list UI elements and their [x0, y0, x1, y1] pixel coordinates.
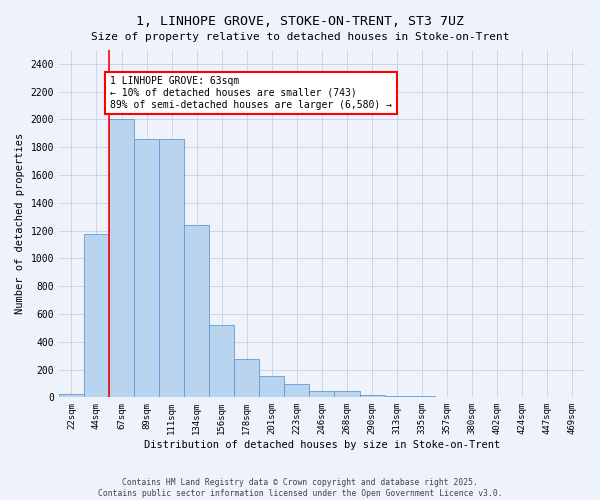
Bar	[84, 234, 109, 398]
Text: Contains HM Land Registry data © Crown copyright and database right 2025.
Contai: Contains HM Land Registry data © Crown c…	[98, 478, 502, 498]
Bar	[385, 396, 410, 398]
Bar	[159, 139, 184, 398]
X-axis label: Distribution of detached houses by size in Stoke-on-Trent: Distribution of detached houses by size …	[144, 440, 500, 450]
Bar	[209, 325, 234, 398]
Text: 1, LINHOPE GROVE, STOKE-ON-TRENT, ST3 7UZ: 1, LINHOPE GROVE, STOKE-ON-TRENT, ST3 7U…	[136, 15, 464, 28]
Y-axis label: Number of detached properties: Number of detached properties	[15, 133, 25, 314]
Bar	[410, 396, 434, 398]
Bar	[234, 359, 259, 398]
Bar	[259, 376, 284, 398]
Bar	[109, 120, 134, 398]
Bar	[59, 394, 84, 398]
Bar	[184, 225, 209, 398]
Bar	[460, 397, 485, 398]
Bar	[284, 384, 310, 398]
Bar	[134, 139, 159, 398]
Bar	[310, 390, 334, 398]
Bar	[359, 394, 385, 398]
Text: Size of property relative to detached houses in Stoke-on-Trent: Size of property relative to detached ho…	[91, 32, 509, 42]
Text: 1 LINHOPE GROVE: 63sqm
← 10% of detached houses are smaller (743)
89% of semi-de: 1 LINHOPE GROVE: 63sqm ← 10% of detached…	[110, 76, 392, 110]
Bar	[334, 392, 359, 398]
Bar	[434, 396, 460, 398]
